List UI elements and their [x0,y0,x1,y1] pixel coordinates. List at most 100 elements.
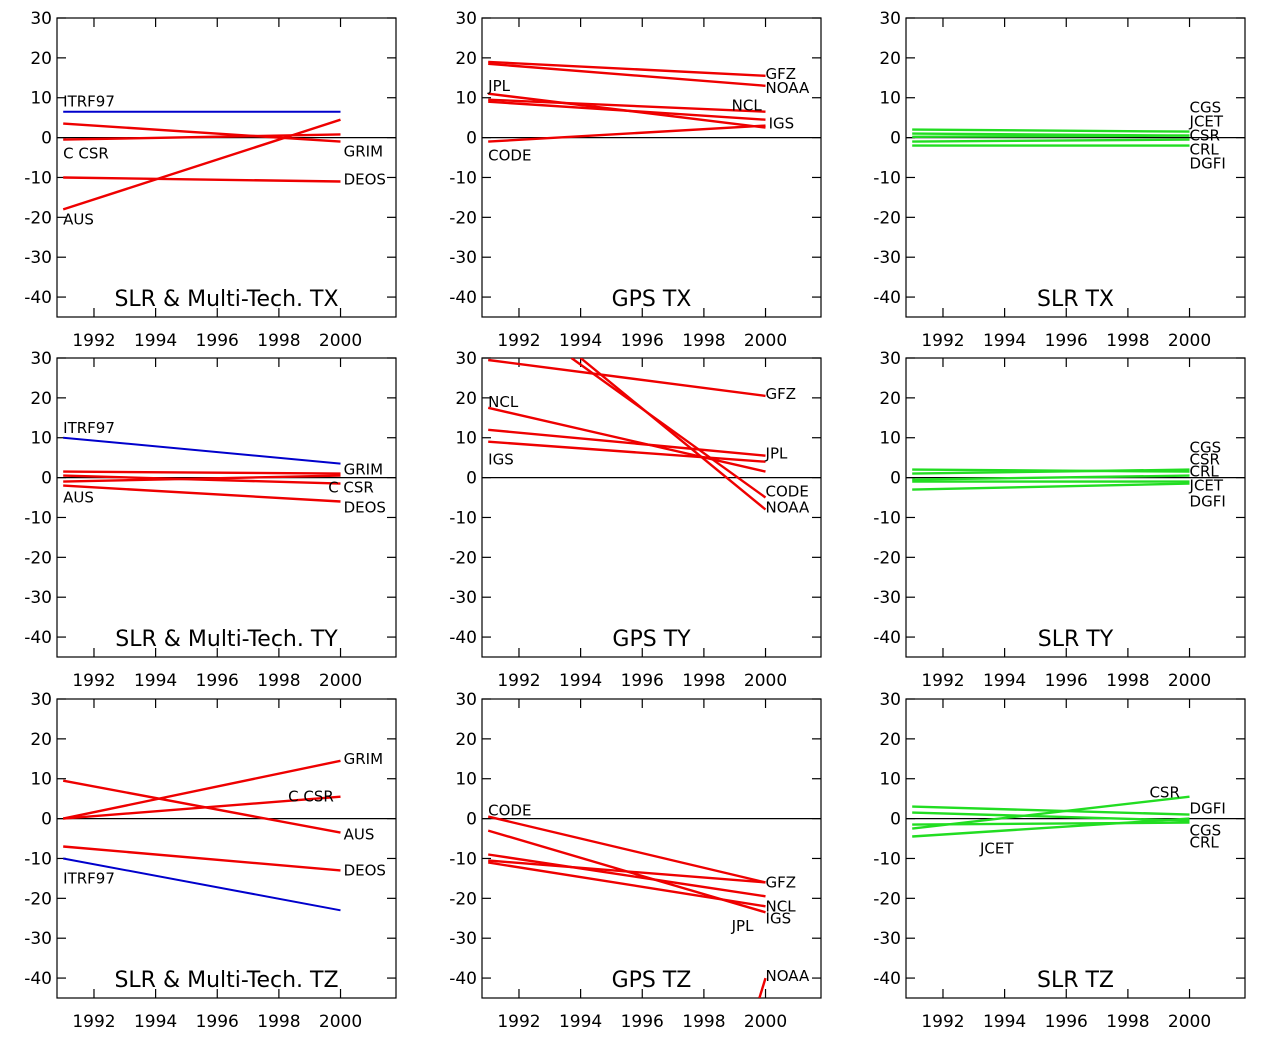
panel-6: 30 20 10 0 -10 -20 -30 -40 1992 1994 1996 1998 2000 C… [873,349,1246,691]
x-tick-label: 1992 [921,1012,964,1032]
x-tick-label: 2000 [1168,671,1211,691]
series-label: CSR [1149,784,1179,802]
series-label: JCET [1189,477,1224,495]
x-tick-label: 1996 [1045,671,1088,691]
series-label: CODE [766,483,809,501]
panel-3: 30 20 10 0 -10 -20 -30 -40 1992 1994 1996 1998 2000 C… [873,9,1246,351]
series-label: IGS [766,909,792,927]
series-line-dgfi [912,482,1190,491]
panel-7: 30 20 10 0 -10 -20 -30 -40 1992 1994 1996 1998 2000 G… [24,690,397,1032]
series-line-code [487,815,766,884]
y-tick-label: -40 [24,969,52,989]
x-tick-label: 1996 [621,1012,664,1032]
series-label: IGS [488,451,514,469]
series-line-code [488,124,766,143]
panel-title: SLR & Multi-Tech. TY [115,627,338,652]
series-line-noaa [579,358,767,511]
series-label: GFZ [766,65,797,83]
panel-title: SLR TX [1037,287,1114,312]
y-tick-label: -10 [24,849,52,869]
series-label: NCL [488,393,519,411]
plot-frame [905,357,1246,658]
series-line-igs [488,440,766,463]
y-tick-label: 20 [455,49,477,69]
series-label: NCL [766,897,797,915]
series-line-aus [62,118,341,211]
series-line-crl [912,474,1190,481]
y-tick-label: 30 [455,349,477,369]
plot-frame [481,17,822,318]
y-tick-label: 10 [879,770,901,790]
series-line-ncl [488,853,766,898]
series-line-deos [63,176,341,183]
series-label: DEOS [344,861,386,879]
plot-frame [56,357,397,658]
series-line-aus [62,779,341,834]
series-label: CGS [1190,822,1222,840]
y-tick-label: 0 [41,469,52,489]
y-tick-label: 20 [879,389,901,409]
y-tick-label: -10 [24,168,52,188]
series-label: DEOS [344,499,386,517]
x-tick-label: 1998 [1106,671,1149,691]
y-tick-label: 10 [30,89,52,109]
x-tick-label: 1994 [559,331,602,351]
series-line-jpl [488,428,766,457]
series-label: AUS [63,489,94,507]
y-tick-label: 20 [879,49,901,69]
y-tick-label: 10 [455,770,477,790]
x-tick-label: 1998 [682,331,725,351]
x-tick-label: 1998 [682,671,725,691]
panel-2: 30 20 10 0 -10 -20 -30 -40 1992 1994 1996 1998 2000 G… [449,9,822,351]
y-tick-label: 30 [30,349,52,369]
x-tick-label: 1996 [1045,331,1088,351]
series-label: JCET [979,840,1014,858]
series-line-cgs [912,811,1190,822]
x-tick-label: 1992 [72,331,115,351]
series-label: IGS [769,115,795,133]
series-line-ncl [487,406,766,473]
x-tick-label: 1994 [983,671,1026,691]
y-tick-label: 30 [30,9,52,29]
x-tick-label: 1994 [559,1012,602,1032]
y-tick-label: 30 [879,349,901,369]
panel-8: 30 20 10 0 -10 -20 -30 -40 1992 1994 1996 1998 2000 C… [449,690,822,1032]
y-tick-label: -30 [24,248,52,268]
series-label: CRL [1190,834,1220,852]
series-line-igs [488,100,766,121]
y-tick-label: -10 [449,168,477,188]
series-label: ITRF97 [63,419,115,437]
plot-frame [905,17,1246,318]
y-tick-label: -40 [24,628,52,648]
series-line-itrf97 [63,436,341,465]
series-line-csr [912,468,1190,475]
series-label: AUS [63,210,94,228]
x-tick-label: 2000 [319,671,362,691]
series-line-grim [62,759,341,820]
x-tick-label: 1994 [983,1012,1026,1032]
x-tick-label: 1998 [257,331,300,351]
panel-title: GPS TX [612,287,692,312]
y-tick-label: 0 [466,469,477,489]
series-line-cgs [912,128,1190,133]
series-label: ITRF97 [63,93,115,111]
series-label: DGFI [1190,155,1226,173]
series-label: NOAA [766,79,810,97]
series-line-crl [912,821,1190,826]
y-tick-label: -20 [873,548,901,568]
x-tick-label: 1994 [134,1012,177,1032]
plot-frame [905,698,1246,999]
series-label: C CSR [328,479,374,497]
y-tick-label: -30 [449,248,477,268]
x-tick-label: 1996 [621,331,664,351]
panel-title: SLR TZ [1037,968,1114,993]
series-label: CSR [1190,127,1220,145]
panel-title: SLR & Multi-Tech. TZ [114,968,338,993]
series-label: CODE [488,147,531,165]
series-label: DEOS [344,170,386,188]
series-line-deos [63,845,341,872]
panel-9: 30 20 10 0 -10 -20 -30 -40 1992 1994 1996 1998 2000 C… [873,690,1246,1032]
x-tick-label: 2000 [319,331,362,351]
y-tick-label: 10 [455,429,477,449]
